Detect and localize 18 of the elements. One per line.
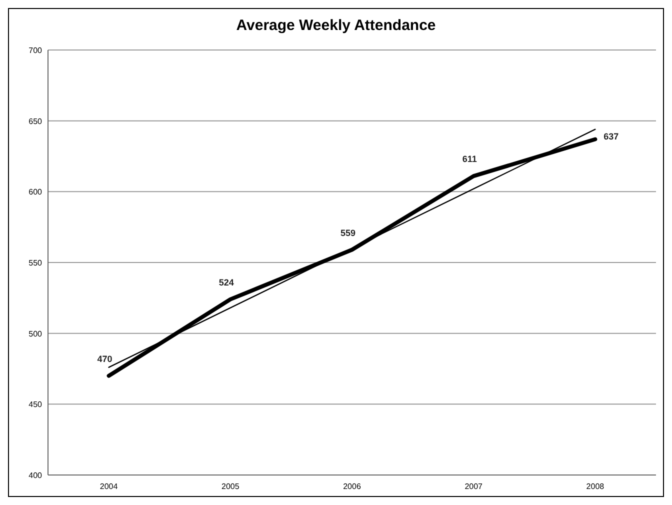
x-tick-label: 2004 [100,482,118,491]
data-label: 637 [604,131,619,142]
data-label: 524 [218,277,234,288]
y-tick-label: 700 [28,46,43,55]
data-label: 611 [462,154,477,164]
x-tick-label: 2008 [586,482,605,491]
x-tick-label: 2007 [464,482,484,491]
data-label: 470 [97,354,112,364]
x-tick-label: 2006 [343,482,362,491]
x-tick-label: 2005 [222,482,240,491]
y-tick-label: 450 [28,400,43,410]
y-tick-label: 400 [28,471,43,480]
chart-title: Average Weekly Attendance [236,17,436,34]
y-tick-label: 550 [28,258,43,268]
data-label: 559 [340,228,356,238]
y-tick-label: 500 [28,329,43,338]
y-tick-label: 650 [28,116,43,126]
y-tick-label: 600 [28,188,43,197]
